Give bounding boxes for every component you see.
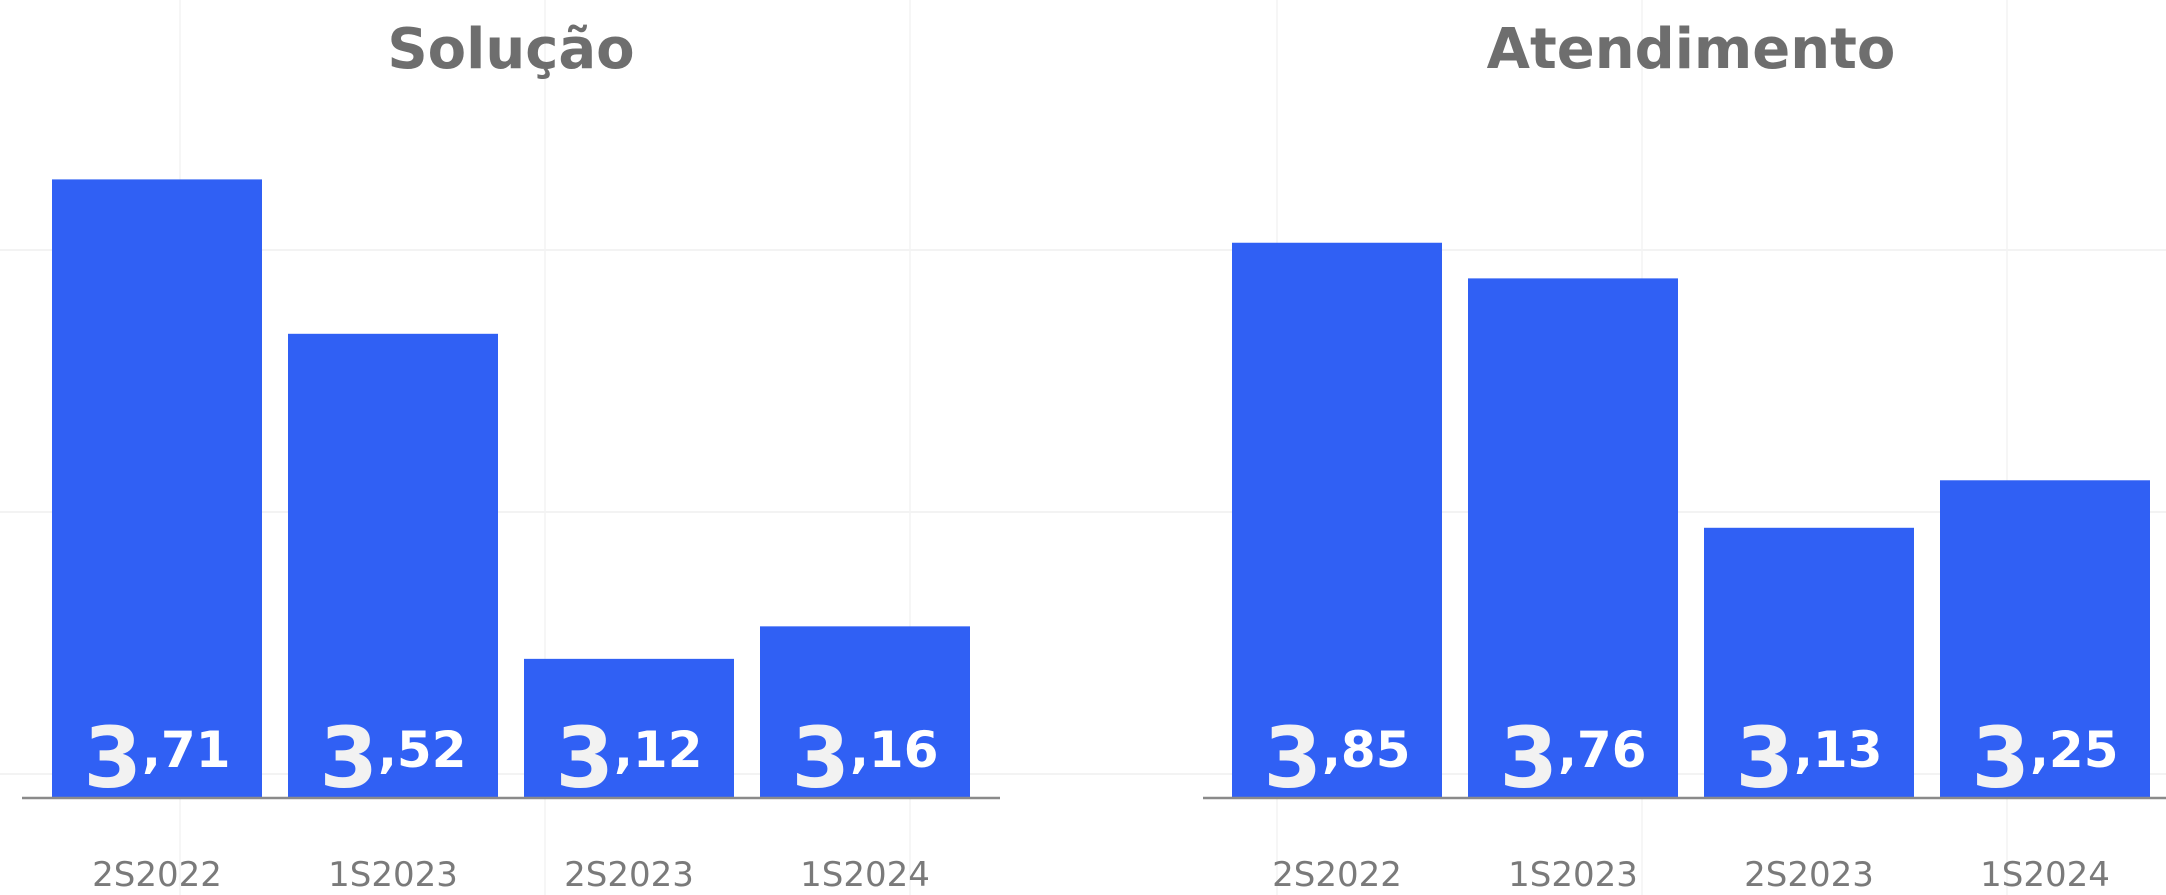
bar [288,333,498,797]
data-label-decimal: ,25 [2030,721,2119,779]
chart-title: Atendimento [1487,17,1896,82]
data-label: 3,13 [1735,709,1882,807]
bar [1940,480,2150,797]
data-label: 3,76 [1499,709,1646,807]
bar [524,658,734,797]
data-label-integer: 3 [1263,709,1321,807]
x-tick-label: 2S2022 [1272,855,1402,895]
data-label-decimal: ,85 [1322,721,1411,779]
data-label-decimal: ,16 [850,721,939,779]
chart-title: Solução [387,17,634,82]
bar [1468,278,1678,797]
x-tick-label: 2S2023 [1744,855,1874,895]
x-tick-label: 1S2023 [328,855,458,895]
data-label-decimal: ,71 [142,721,231,779]
x-tick-label: 2S2023 [564,855,694,895]
data-label-integer: 3 [791,709,849,807]
data-label: 3,85 [1263,709,1410,807]
data-label-decimal: ,13 [1794,721,1883,779]
data-label-integer: 3 [319,709,377,807]
data-label-integer: 3 [1971,709,2029,807]
data-label-decimal: ,76 [1558,721,1647,779]
data-label: 3,71 [83,709,230,807]
data-label: 3,16 [791,709,938,807]
data-label-decimal: ,52 [378,721,467,779]
data-label: 3,25 [1971,709,2118,807]
data-label-integer: 3 [1499,709,1557,807]
x-tick-label: 2S2022 [92,855,222,895]
data-label: 3,12 [555,709,702,807]
data-label-decimal: ,12 [614,721,703,779]
chart-panel-2: Atendimento3,852S20223,761S20233,132S202… [1203,17,2166,895]
x-tick-label: 1S2023 [1508,855,1638,895]
bar [1232,242,1442,797]
data-label-integer: 3 [555,709,613,807]
bar [52,179,262,797]
bar [1704,527,1914,797]
data-label: 3,52 [319,709,466,807]
x-tick-label: 1S2024 [800,855,930,895]
x-tick-label: 1S2024 [1980,855,2110,895]
chart-panel-1: Solução3,712S20223,521S20233,122S20233,1… [22,17,1000,895]
data-label-integer: 3 [1735,709,1793,807]
data-label-integer: 3 [83,709,141,807]
bar [760,626,970,797]
